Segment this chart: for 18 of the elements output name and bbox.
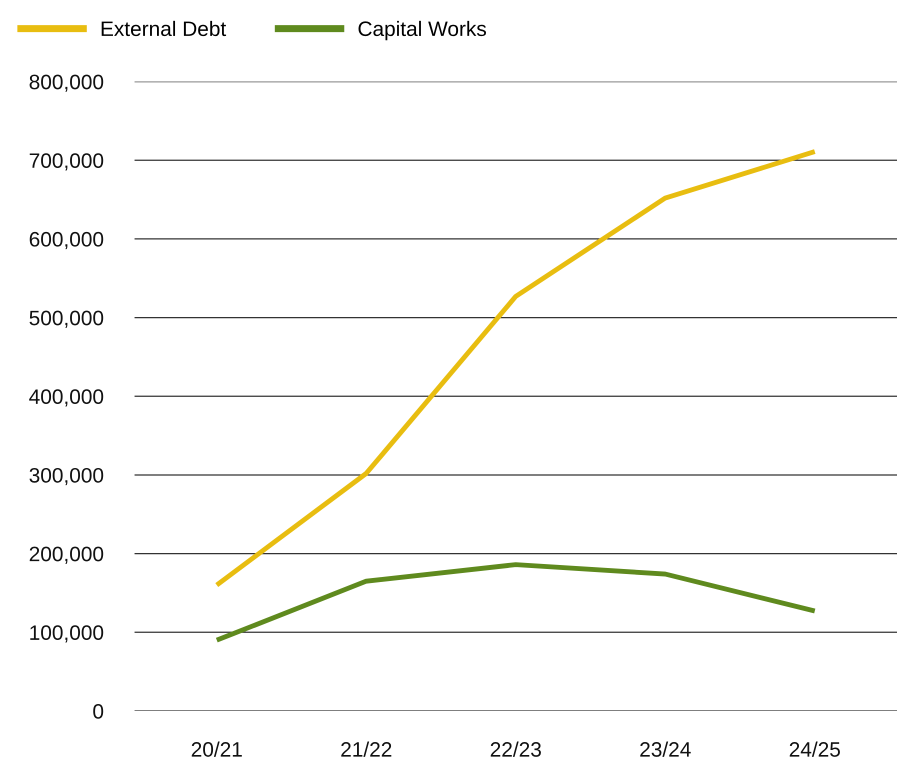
- x-tick-label: 20/21: [192, 742, 242, 757]
- x-tick-label: 21/22: [341, 742, 392, 757]
- legend-label: Capital Works: [358, 20, 486, 40]
- y-tick-label: 0: [93, 704, 104, 719]
- y-tick-label: 400,000: [29, 389, 104, 406]
- y-tick-label: 800,000: [30, 74, 104, 92]
- x-tick-label: 22/23: [490, 742, 541, 757]
- y-tick-label: 300,000: [29, 468, 104, 486]
- y-tick-label: 500,000: [30, 310, 104, 328]
- line-series: [214, 562, 818, 643]
- line-series: [214, 149, 818, 588]
- y-tick-label: 700,000: [30, 153, 104, 170]
- legend-label: External Debt: [102, 20, 226, 36]
- y-tick-label: 100,000: [30, 625, 104, 642]
- y-tick-label: 600,000: [30, 232, 104, 250]
- x-tick-label: 24/25: [790, 742, 840, 757]
- x-tick-label: 23/24: [640, 742, 691, 757]
- y-tick-label: 200,000: [30, 546, 104, 564]
